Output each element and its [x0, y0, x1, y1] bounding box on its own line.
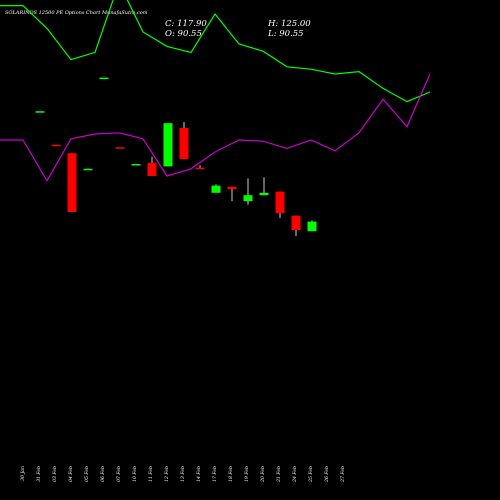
candle: [211, 184, 221, 193]
x-tick-label: 19 Feb: [244, 466, 250, 482]
candle: [259, 177, 269, 196]
indicator-line-2: [0, 73, 431, 182]
x-tick-label: 24 Feb: [292, 466, 298, 483]
x-tick-label: 17 Feb: [212, 466, 218, 482]
candle: [83, 168, 93, 171]
candle-body: [259, 192, 269, 196]
candle: [227, 186, 237, 202]
x-tick-label: 10 Feb: [132, 466, 138, 482]
candle-body: [99, 77, 109, 80]
candle-body: [211, 185, 221, 193]
open-value-label: O: 90.55: [165, 29, 202, 39]
candle-body: [179, 128, 189, 160]
candle-body: [195, 167, 205, 170]
x-tick-label: 26 Feb: [324, 466, 330, 483]
candle: [307, 220, 317, 232]
candle-body: [243, 195, 253, 202]
candle-body: [35, 111, 45, 113]
candle-body: [147, 162, 157, 176]
candle-body: [291, 215, 301, 230]
candle: [35, 111, 45, 113]
x-tick-label: 31 Feb: [36, 466, 42, 482]
candle-body: [51, 144, 61, 147]
candle-body: [227, 186, 237, 190]
candle: [51, 144, 61, 147]
candle: [179, 122, 189, 160]
x-tick-label: 12 Feb: [164, 466, 170, 482]
high-value-label: H: 125.00: [267, 19, 311, 29]
candle: [243, 178, 253, 205]
candle-body: [131, 164, 141, 166]
x-tick-label: 30 Jan: [20, 466, 26, 481]
candle: [291, 215, 301, 236]
candle: [67, 153, 77, 212]
candle: [99, 77, 109, 80]
candles: [35, 77, 317, 236]
close-value-label: C: 117.90: [165, 19, 207, 29]
candle: [163, 123, 173, 167]
x-tick-label: 06 Feb: [100, 466, 106, 482]
candle-body: [115, 147, 125, 149]
x-tick-label: 20 Feb: [260, 466, 266, 483]
candle: [131, 164, 141, 166]
x-tick-label: 03 Feb: [52, 466, 58, 482]
x-tick-label: 05 Feb: [84, 466, 90, 482]
candle: [115, 147, 125, 149]
candle: [195, 165, 205, 170]
x-tick-label: 04 Feb: [68, 466, 74, 482]
indicator-lines: [0, 0, 431, 182]
candle-body: [163, 123, 173, 167]
candle: [147, 156, 157, 176]
x-tick-label: 11 Feb: [148, 466, 154, 482]
candle-body: [275, 191, 285, 214]
x-tick-label: 25 Feb: [308, 466, 314, 483]
x-tick-label: 07 Feb: [116, 466, 122, 482]
chart-title: SOLARINDS 12500 PE Options Chart MunafaS…: [5, 10, 148, 16]
x-axis-labels: 30 Jan 31 Feb 03 Feb 04 Feb 05 Feb 06 Feb 07 F…: [20, 466, 346, 483]
x-tick-label: 14 Feb: [196, 466, 202, 482]
candle-body: [83, 168, 93, 171]
low-value-label: L: 90.55: [267, 29, 304, 39]
indicator-line-1: [0, 0, 431, 103]
candle-body: [307, 221, 317, 232]
x-tick-label: 13 Feb: [180, 466, 186, 482]
candle: [275, 191, 285, 218]
x-tick-label: 27 Feb: [340, 466, 346, 483]
x-tick-label: 18 Feb: [228, 466, 234, 482]
candle-body: [67, 153, 77, 212]
x-tick-label: 21 Feb: [276, 466, 282, 483]
